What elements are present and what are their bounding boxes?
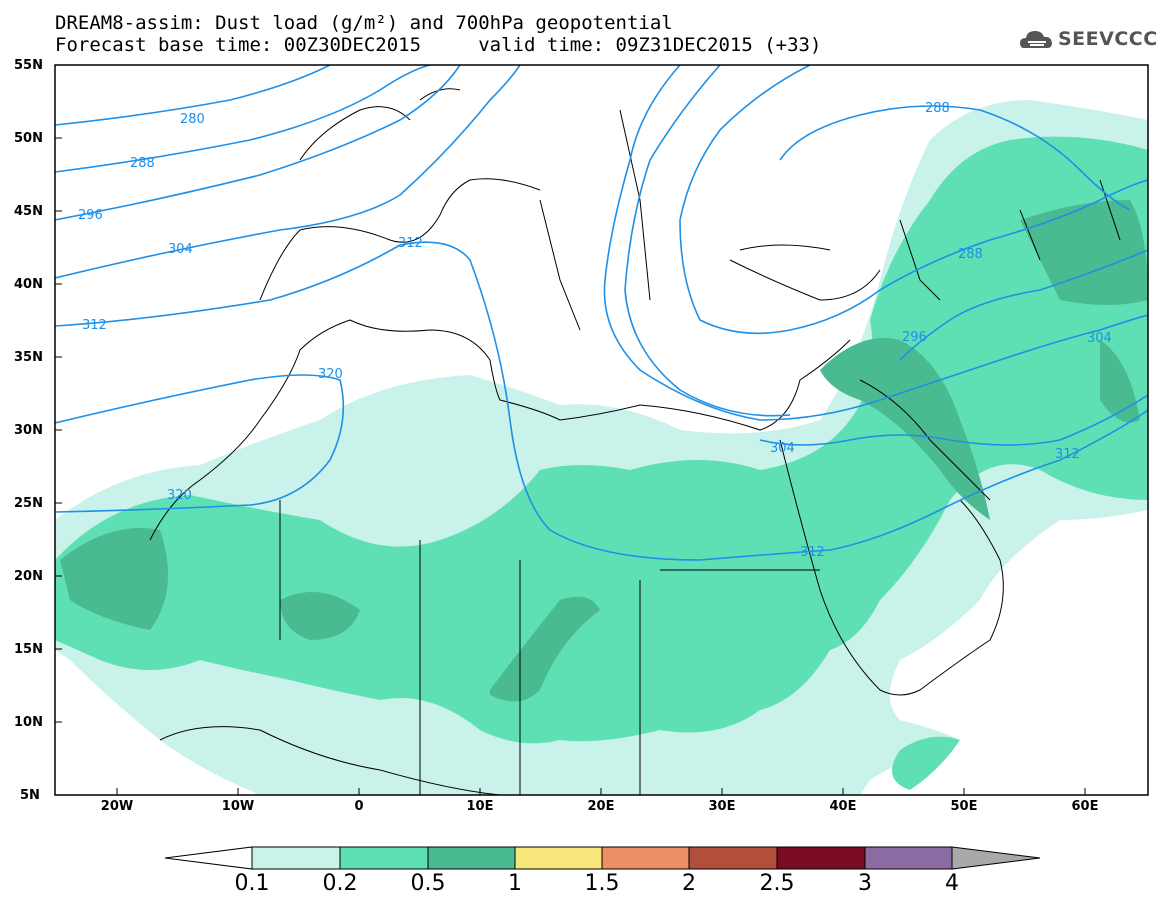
- contour-labels: 280 288 296 304 312 320 312 320 288 312 …: [78, 101, 1112, 560]
- contour-label: 320: [167, 488, 192, 503]
- lat-label: 15N: [14, 642, 43, 657]
- colorbar-label: 0.1: [234, 871, 270, 896]
- contour-label: 312: [800, 545, 825, 560]
- lat-label: 55N: [14, 58, 43, 73]
- colorbar-swatch: [427, 846, 516, 870]
- contour-label: 312: [398, 236, 423, 251]
- contour-label: 296: [902, 330, 927, 345]
- lon-label: 0: [354, 799, 364, 814]
- colorbar-high-arrow: [951, 846, 1041, 870]
- colorbar-swatch: [601, 846, 690, 870]
- lat-label: 50N: [14, 131, 43, 146]
- colorbar-label: 0.5: [410, 871, 446, 896]
- lat-label: 10N: [14, 715, 43, 730]
- colorbar-label: 2: [682, 871, 696, 896]
- lat-label: 40N: [14, 277, 43, 292]
- colorbar-swatch: [776, 846, 866, 870]
- colorbar-swatch: [514, 846, 603, 870]
- colorbar-label: 1: [508, 871, 522, 896]
- colorbar-swatch: [251, 846, 341, 870]
- lon-label: 60E: [1071, 799, 1099, 814]
- colorbar-label: 2.5: [759, 871, 795, 896]
- contour-label: 280: [180, 112, 205, 127]
- cloud-logo-icon: [1020, 31, 1052, 48]
- lat-label: 30N: [14, 423, 43, 438]
- lat-label: 25N: [14, 496, 43, 511]
- lon-label: 50E: [950, 799, 978, 814]
- lon-label: 10E: [466, 799, 494, 814]
- colorbar-swatch: [864, 846, 953, 870]
- contour-label: 304: [168, 242, 193, 257]
- contour-label: 296: [78, 208, 103, 223]
- lon-label: 40E: [829, 799, 857, 814]
- logo-text: SEEVCCC: [1058, 28, 1158, 50]
- forecast-time-line: Forecast base time: 00Z30DEC2015 valid t…: [55, 34, 822, 56]
- colorbar-label: 0.2: [322, 871, 358, 896]
- lon-label: 30E: [708, 799, 736, 814]
- colorbar: [164, 846, 1041, 870]
- axis-ticks: [55, 137, 1086, 795]
- lon-label: 20E: [587, 799, 615, 814]
- colorbar-low-arrow: [164, 846, 253, 870]
- contour-label: 288: [130, 156, 155, 171]
- dust-layer-dark: [60, 200, 1148, 702]
- geopotential-contours: [55, 65, 1148, 561]
- contour-label: 312: [1055, 447, 1080, 462]
- contour-label: 304: [770, 441, 795, 456]
- colorbar-label: 1.5: [584, 871, 620, 896]
- lat-label: 45N: [14, 204, 43, 219]
- contour-label: 312: [82, 318, 107, 333]
- colorbar-swatch: [339, 846, 429, 870]
- colorbar-swatch: [688, 846, 778, 870]
- dust-layer-medium: [55, 136, 1148, 790]
- contour-label: 288: [958, 247, 983, 262]
- colorbar-label: 4: [945, 871, 959, 896]
- lon-label: 20W: [100, 799, 134, 814]
- contour-label: 288: [925, 101, 950, 116]
- lat-label: 20N: [14, 569, 43, 584]
- colorbar-label: 3: [858, 871, 872, 896]
- lon-label: 10W: [221, 799, 255, 814]
- map-title: DREAM8-assim: Dust load (g/m²) and 700hP…: [55, 12, 673, 34]
- lat-label: 5N: [20, 788, 40, 803]
- contour-label: 320: [318, 367, 343, 382]
- lat-label: 35N: [14, 350, 43, 365]
- contour-label: 304: [1087, 331, 1112, 346]
